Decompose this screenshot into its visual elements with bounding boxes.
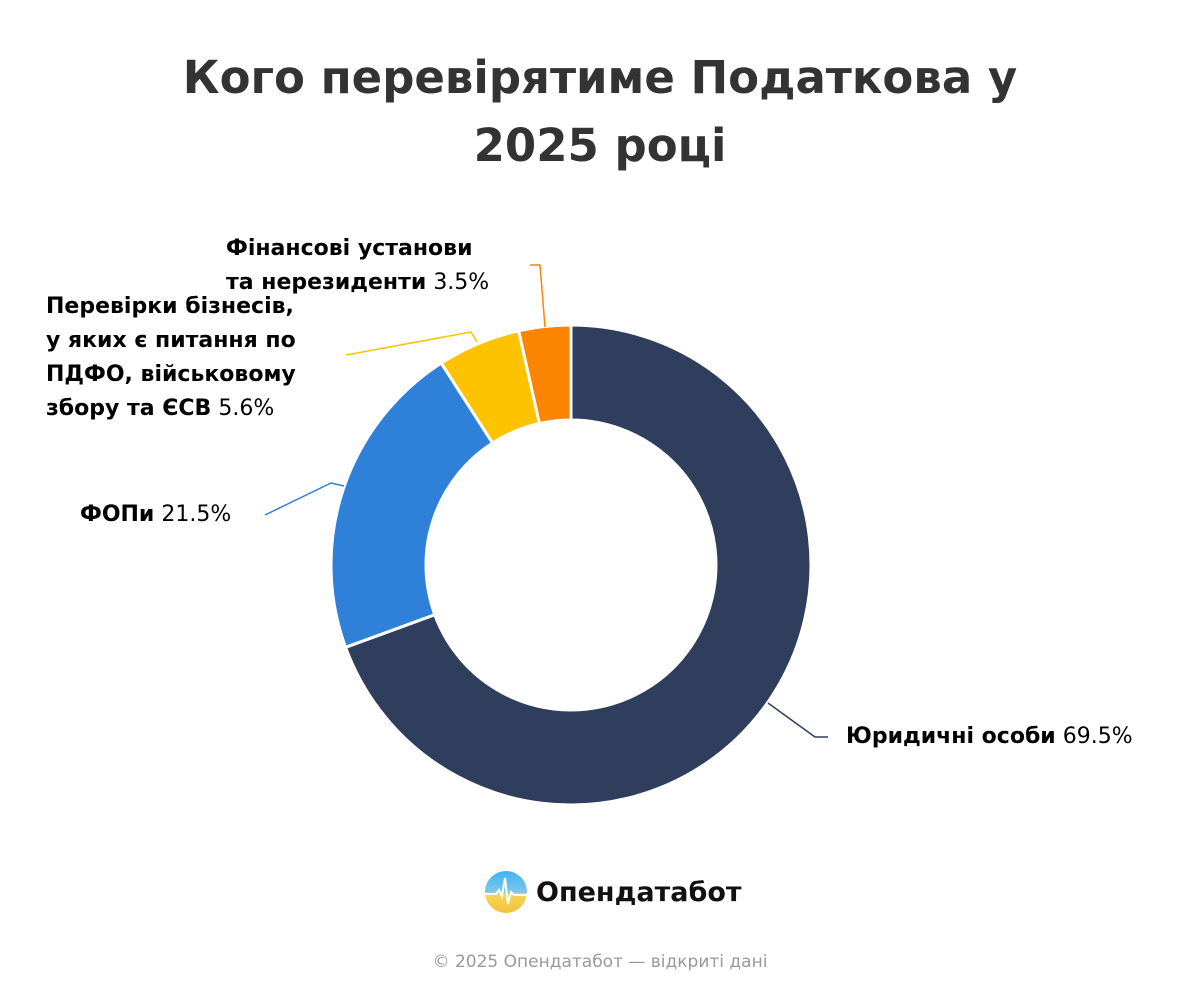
label-text: Перевірки бізнесів, — [46, 294, 294, 319]
label-text: ФОПи — [80, 502, 155, 527]
label-legal-entities: Юридичні особи 69.5% — [846, 720, 1133, 754]
label-value: 21.5% — [161, 502, 232, 527]
leader-line-financial-institutions — [530, 264, 546, 328]
leader-line-legal-entities — [767, 702, 828, 738]
label-text: Юридичні особи — [846, 724, 1056, 749]
title-line-1: Кого перевірятиме Податкова у — [182, 51, 1018, 104]
slice-fop — [329, 361, 495, 649]
brand-name: Опендатабот — [536, 876, 742, 908]
label-text: Фінансові установи — [226, 236, 473, 261]
footer-copyright: © 2025 Опендатабот — відкриті дані — [432, 952, 768, 972]
slice-financial-institutions — [517, 323, 573, 425]
label-text: у яких є питання по — [46, 328, 296, 353]
label-value: 5.6% — [218, 396, 275, 421]
label-value: 69.5% — [1062, 724, 1133, 749]
label-financial-institutions: Фінансові установи та нерезиденти 3.5% — [226, 232, 489, 300]
leader-line-pdfo-businesses — [345, 331, 478, 356]
title-line-2: 2025 році — [473, 119, 727, 172]
label-text: та нерезиденти — [226, 270, 427, 295]
label-pdfo-businesses: Перевірки бізнесів, у яких є питання по … — [46, 290, 296, 426]
chart-title: Кого перевірятиме Податкова у 2025 році — [0, 44, 1200, 180]
label-text: ПДФО, військовому — [46, 362, 296, 387]
leader-line-fop — [264, 482, 345, 516]
label-text: збору та ЄСВ — [46, 396, 212, 421]
slice-legal-entities — [344, 323, 813, 807]
opendatabot-logo-icon — [485, 871, 527, 913]
label-fop: ФОПи 21.5% — [80, 498, 231, 532]
brand-logo: Опендатабот — [484, 870, 742, 914]
label-value: 3.5% — [433, 270, 490, 295]
